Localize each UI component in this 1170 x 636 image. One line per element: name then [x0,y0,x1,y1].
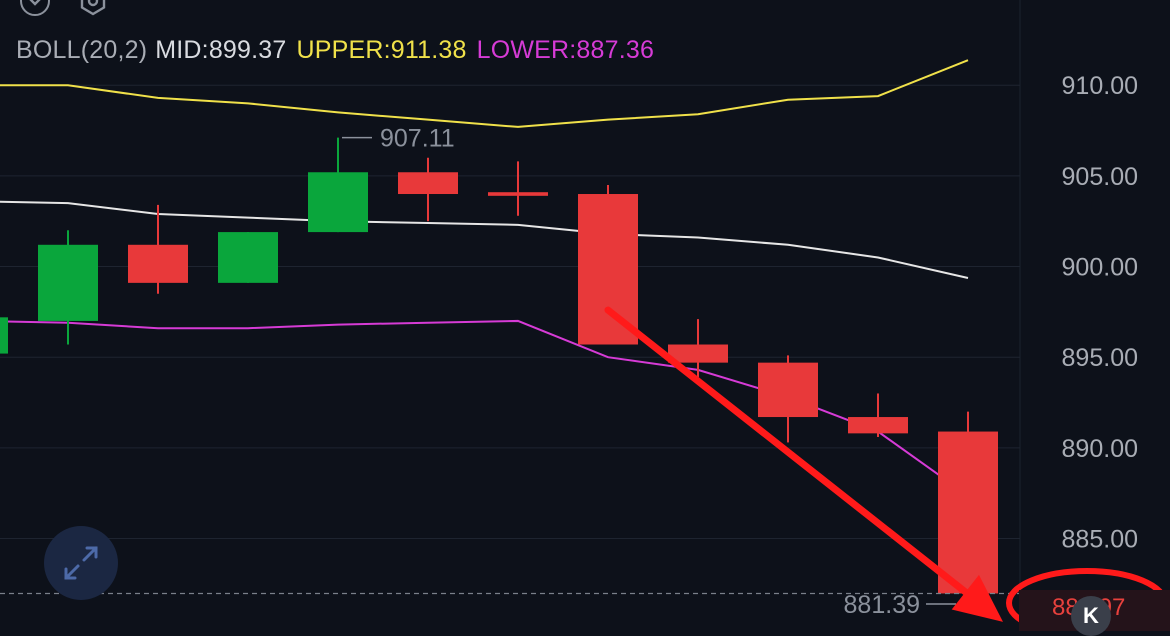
grid-lines [0,0,1021,631]
top-toolbar [20,0,108,21]
candle [38,230,98,345]
legend-mid: MID:899.37 [155,36,287,64]
y-tick-label: 890.00 [1062,435,1138,463]
mid-band-line [0,200,969,279]
legend-lower: LOWER:887.36 [476,36,655,64]
candle-body [848,417,908,434]
candle-body [0,317,8,354]
settings-icon[interactable] [78,0,108,21]
candle [578,184,638,345]
candle-body [488,192,548,196]
boll-legend: BOLL(20,2) MID:899.37 UPPER:911.38 LOWER:88… [16,36,664,65]
candle-body [938,431,998,594]
candle-body [578,194,638,345]
candle-body [668,344,728,363]
expand-button[interactable] [44,526,118,600]
candle-body [758,362,818,418]
lower-band-line [0,319,969,497]
candle-body [308,172,368,233]
y-tick-label: 905.00 [1062,163,1138,191]
k-line-button[interactable] [1071,596,1111,636]
candle-body [128,244,188,283]
candle [938,411,998,604]
candle [0,317,8,354]
expand-icon [64,546,98,580]
chevron-down-icon[interactable] [20,0,50,16]
price-axis: 910.00 905.00 900.00 895.00 890.00 885.00 [1062,72,1138,553]
candle [398,157,458,222]
candle [848,393,908,437]
y-tick-label: 895.00 [1062,344,1138,372]
y-tick-label: 900.00 [1062,254,1138,282]
candle-body [38,244,98,321]
candle-body [218,232,278,283]
legend-indicator: BOLL(20,2) [16,36,148,64]
candle [488,161,548,216]
high-price-label: 907.11 [380,125,455,153]
y-tick-label: 910.00 [1062,72,1138,100]
candle [218,232,278,283]
y-tick-label: 885.00 [1062,526,1138,554]
low-price-label: 881.39 [844,591,920,619]
k-line-icon: K [1083,603,1099,628]
legend-upper: UPPER:911.38 [296,36,467,64]
candle [668,319,728,378]
upper-band-line [0,59,969,128]
candle [128,204,188,294]
trend-arrow-shaft [604,306,987,610]
candle [758,355,818,443]
candle [308,137,368,233]
candle-body [398,172,458,195]
trend-arrow-head [951,574,1003,622]
candles [0,137,998,604]
